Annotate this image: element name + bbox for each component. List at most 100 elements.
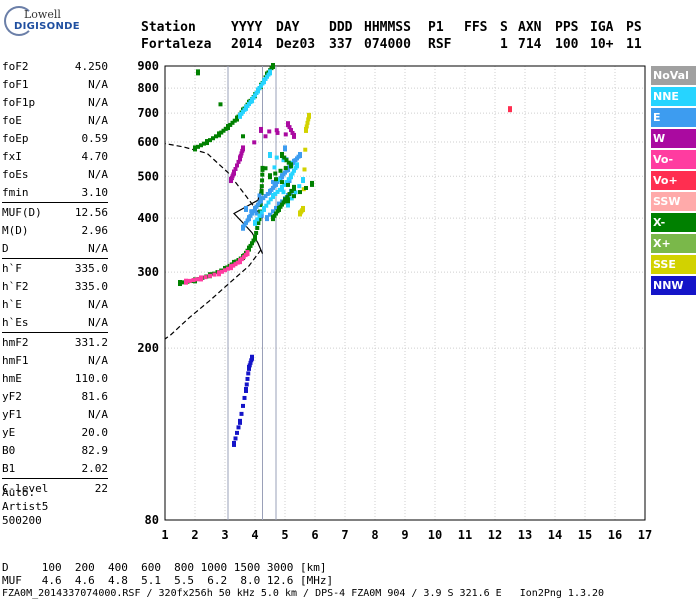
x-tick-label: 13 (518, 528, 532, 542)
data-point (275, 189, 280, 194)
plot-frame (164, 65, 646, 521)
param-value: 4.250 (74, 60, 108, 73)
header-label-time: HHMMSS (364, 20, 411, 35)
data-point (273, 171, 278, 176)
data-point (187, 278, 192, 283)
data-point (287, 125, 292, 130)
param-row: yF2 81.6 (2, 388, 108, 406)
data-point (263, 194, 268, 199)
data-point (250, 354, 254, 361)
data-point (280, 151, 284, 158)
data-point (260, 165, 265, 172)
data-point (268, 197, 273, 202)
data-point (286, 160, 291, 165)
autoscaling-info: Auto: Artist5 500200 (2, 486, 48, 528)
data-point (181, 280, 186, 285)
param-value: 82.9 (81, 444, 109, 457)
data-point (178, 280, 182, 287)
data-point (264, 203, 269, 208)
data-point (236, 425, 241, 430)
header-label-pps: PPS (555, 20, 579, 35)
header-value-p1: RSF (428, 37, 452, 52)
x-tick-label: 12 (488, 528, 502, 542)
data-point (292, 132, 296, 139)
data-point (251, 238, 256, 243)
header-label-year: YYYY (231, 20, 263, 35)
data-point (277, 187, 282, 192)
data-point (283, 166, 288, 171)
logo-text-lowell: Lowell (24, 8, 61, 21)
data-point (271, 215, 275, 222)
data-point (269, 66, 274, 71)
param-row: foF2 4.250 (2, 58, 108, 76)
legend-item: SSW (651, 192, 696, 211)
data-point (228, 122, 233, 127)
data-point (214, 134, 218, 139)
legend-item: Vo+ (651, 171, 696, 190)
data-point (289, 173, 293, 180)
param-name: B0 (2, 444, 16, 457)
param-separator (2, 332, 108, 334)
param-name: B1 (2, 462, 16, 475)
data-point (266, 200, 271, 205)
data-point (259, 210, 264, 215)
data-point (301, 177, 305, 184)
x-tick-label: 9 (401, 528, 408, 542)
data-point (238, 258, 242, 265)
param-value: N/A (88, 114, 108, 127)
param-row: M(D) 2.96 (2, 222, 108, 240)
data-point (223, 268, 227, 273)
y-tick-label: 300 (137, 265, 159, 279)
data-point (271, 179, 275, 184)
param-row: B0 82.9 (2, 442, 108, 460)
y-tick-label: 200 (137, 341, 159, 355)
data-point (202, 141, 206, 146)
data-point (208, 138, 212, 143)
data-point (203, 275, 208, 280)
data-point (260, 178, 265, 183)
data-point (268, 151, 272, 158)
x-tick-label: 8 (371, 528, 378, 542)
x-tick-label: 15 (578, 528, 592, 542)
data-point (265, 191, 270, 196)
param-value: 0.59 (81, 132, 109, 145)
param-row: MUF(D) 12.56 (2, 204, 108, 222)
data-point (286, 201, 290, 208)
data-point (272, 165, 277, 170)
param-name: hmF2 (2, 336, 29, 349)
param-row: hmE 110.0 (2, 370, 108, 388)
footer-muf-row: MUF 4.6 4.6 4.8 5.1 5.5 6.2 8.0 12.6 [MH… (2, 574, 334, 587)
legend-item: E (651, 108, 696, 127)
logo-text-digisonde: DIGISONDE (14, 21, 80, 32)
digisonde-logo: Lowell DIGISONDE (4, 6, 80, 40)
header-label-p1: P1 (428, 20, 444, 35)
param-row: h`F 335.0 (2, 260, 108, 278)
data-point (199, 275, 203, 282)
param-name: foEp (2, 132, 29, 145)
data-point (211, 136, 215, 141)
data-point (223, 126, 228, 131)
y-tick-label: 400 (137, 211, 159, 225)
data-point (258, 203, 263, 208)
data-point (250, 241, 254, 246)
param-value: 81.6 (81, 390, 109, 403)
y-tick-label: 600 (137, 135, 159, 149)
data-point (284, 158, 289, 163)
param-name: yE (2, 426, 16, 439)
data-point (219, 130, 224, 135)
legend-item: SSE (651, 255, 696, 274)
data-point (238, 418, 242, 425)
param-row: yE 20.0 (2, 424, 108, 442)
param-row: yF1 N/A (2, 406, 108, 424)
param-row: foEs N/A (2, 166, 108, 184)
data-point (275, 209, 280, 214)
data-point (303, 147, 308, 152)
param-name: h`F2 (2, 280, 29, 293)
data-point (239, 257, 244, 262)
data-point (195, 277, 200, 282)
param-name: hmF1 (2, 354, 29, 367)
param-name: D (2, 242, 9, 255)
x-tick-label: 1 (161, 528, 168, 542)
data-point (293, 166, 298, 171)
